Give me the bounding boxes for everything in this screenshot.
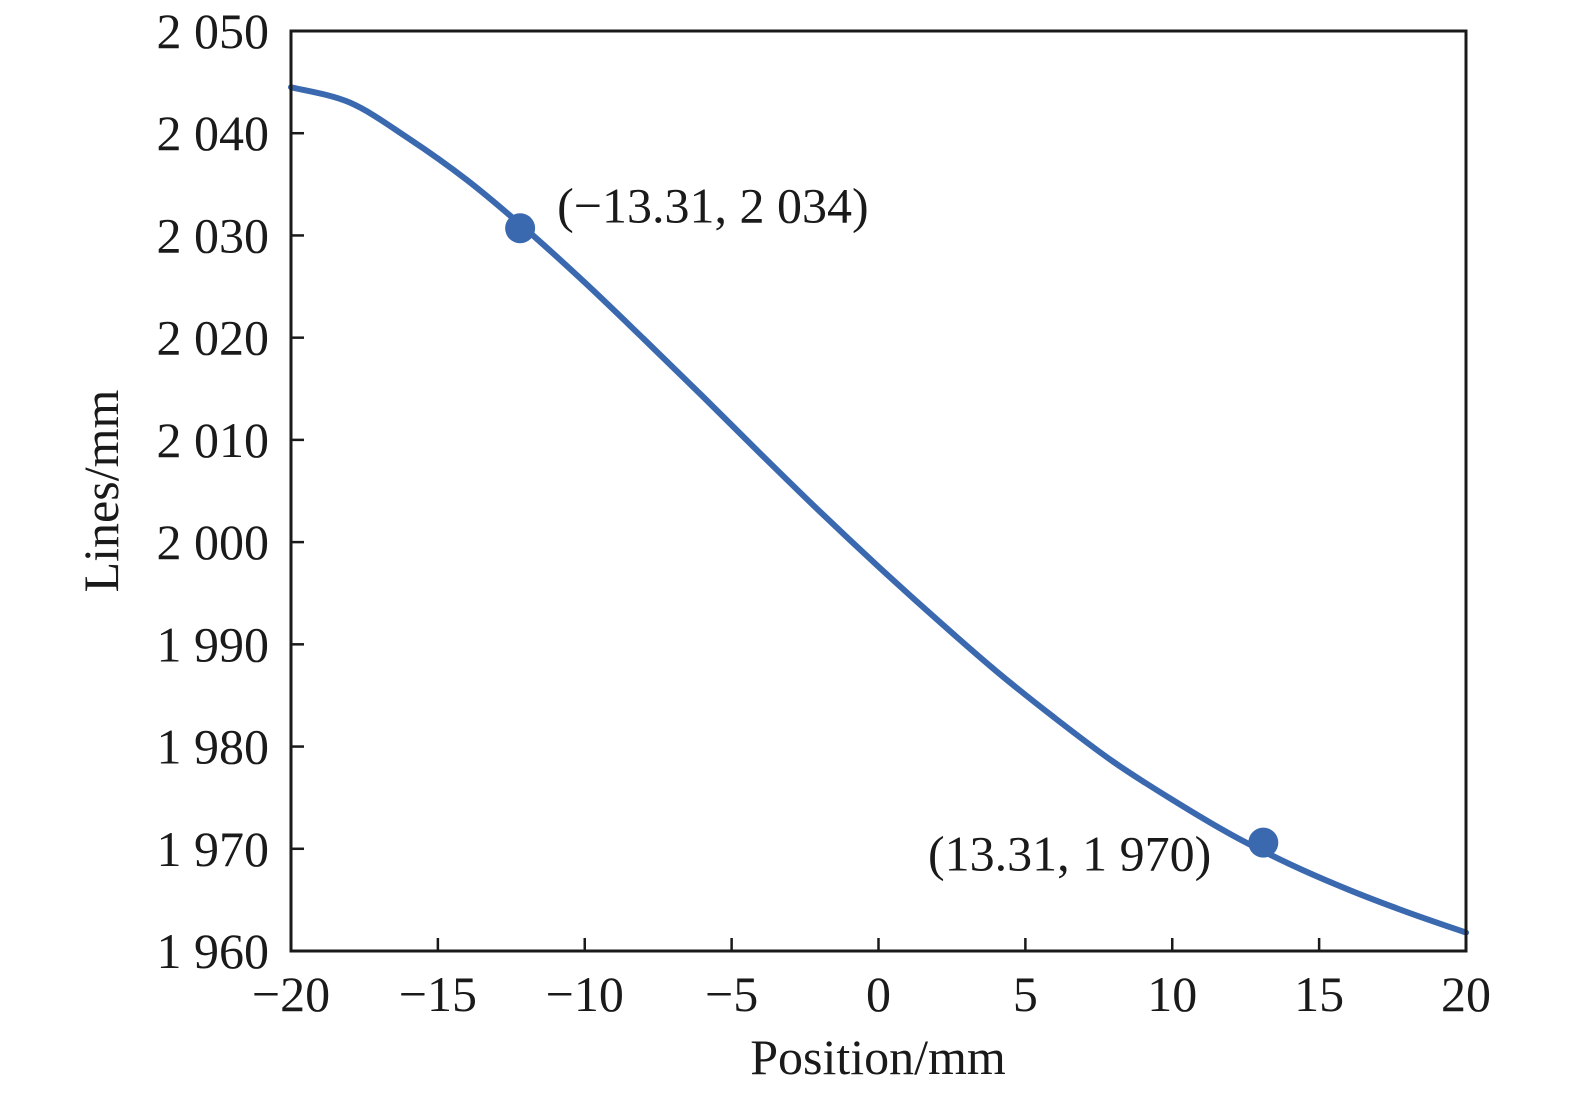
- markers: (−13.31, 2 034) (13.31, 1 970): [505, 177, 1279, 882]
- y-tick-label: 2 040: [157, 105, 270, 161]
- data-marker: [505, 213, 536, 244]
- x-tick-label: −10: [546, 966, 624, 1022]
- y-tick-label: 1 990: [157, 616, 270, 672]
- y-tick-label: 2 030: [157, 207, 270, 263]
- y-ticks: 1 960 1 970 1 980 1 990 2 000 2 010 2 020 2 030…: [157, 3, 304, 979]
- x-tick-label: 20: [1441, 966, 1491, 1022]
- x-tick-label: 5: [1013, 966, 1038, 1022]
- y-tick-label: 2 010: [157, 412, 270, 468]
- plot-frame: [289, 29, 1468, 953]
- y-tick-label: 1 960: [157, 923, 270, 979]
- y-tick-label: 1 970: [157, 821, 270, 877]
- y-tick-label: 1 980: [157, 719, 270, 775]
- y-tick-label: 2 000: [157, 514, 270, 570]
- x-axis-label: Position/mm: [750, 1029, 1006, 1085]
- x-tick-label: 0: [866, 966, 891, 1022]
- x-tick-label: −5: [705, 966, 758, 1022]
- series-line: [288, 84, 1469, 936]
- y-axis-label: Lines/mm: [73, 390, 129, 593]
- x-ticks: −20 −15 −10 −5 0 5 10 15 20: [252, 938, 1491, 1022]
- x-tick-label: −20: [252, 966, 330, 1022]
- x-tick-label: 15: [1294, 966, 1344, 1022]
- x-tick-label: 10: [1147, 966, 1197, 1022]
- y-tick-label: 2 050: [157, 3, 270, 59]
- marker-annotation: (13.31, 1 970): [928, 826, 1211, 882]
- data-marker: [1248, 827, 1279, 858]
- x-tick-label: −15: [399, 966, 477, 1022]
- y-tick-label: 2 020: [157, 310, 270, 366]
- marker-annotation: (−13.31, 2 034): [557, 177, 869, 233]
